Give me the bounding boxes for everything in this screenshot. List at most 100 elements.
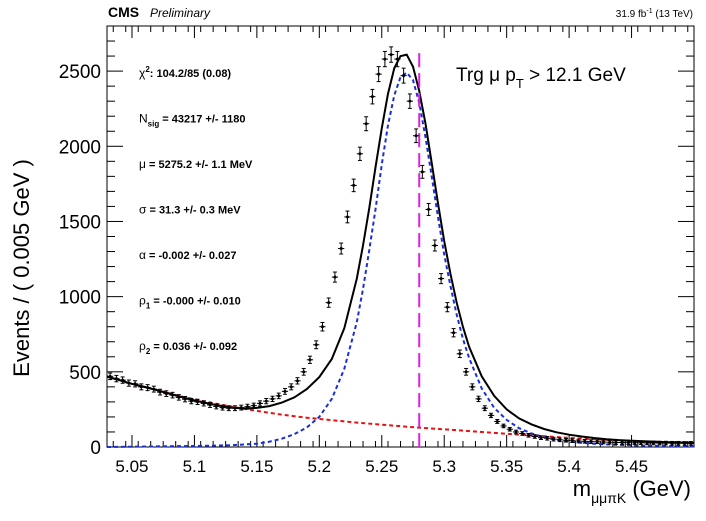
data-point bbox=[350, 178, 357, 193]
data-point bbox=[344, 210, 351, 224]
data-point bbox=[219, 404, 226, 411]
data-point bbox=[594, 439, 601, 445]
data-point bbox=[619, 440, 626, 445]
data-point bbox=[531, 434, 538, 439]
data-point bbox=[313, 340, 320, 350]
y-tick-label: 0 bbox=[90, 438, 101, 459]
data-point bbox=[107, 372, 114, 381]
data-point bbox=[656, 440, 663, 446]
data-point bbox=[175, 394, 182, 401]
data-point bbox=[288, 383, 295, 391]
data-point bbox=[600, 439, 607, 445]
data-point bbox=[606, 439, 613, 445]
data-point bbox=[556, 437, 563, 443]
data-point bbox=[587, 439, 595, 444]
data-point bbox=[263, 398, 270, 405]
data-point bbox=[419, 164, 426, 179]
data-point bbox=[119, 376, 126, 384]
fit-param-line: σ = 31.3 +/- 0.3 MeV bbox=[139, 203, 241, 217]
data-point bbox=[669, 440, 676, 446]
y-axis: 0 500 1000 1500 2000 2500 bbox=[59, 40, 694, 459]
data-point bbox=[281, 387, 289, 395]
data-point bbox=[462, 367, 470, 376]
fit-curves bbox=[106, 53, 695, 448]
data-point bbox=[113, 374, 120, 383]
status-label: Preliminary bbox=[150, 6, 211, 20]
data-point bbox=[525, 432, 532, 438]
data-point bbox=[612, 440, 620, 445]
x-tick-label: 5.45 bbox=[615, 457, 648, 476]
data-point bbox=[238, 404, 245, 411]
y-tick-label: 500 bbox=[69, 363, 101, 384]
data-point bbox=[294, 377, 301, 385]
data-point bbox=[394, 50, 401, 68]
data-point bbox=[506, 426, 513, 432]
data-point bbox=[456, 349, 463, 359]
data-point bbox=[637, 440, 645, 446]
x-tick-label: 5.1 bbox=[183, 457, 207, 476]
y-tick-label: 1500 bbox=[59, 212, 101, 233]
data-point bbox=[325, 297, 332, 308]
data-point bbox=[519, 431, 526, 436]
data-point bbox=[331, 271, 339, 283]
data-point bbox=[581, 438, 588, 444]
x-tick-label: 5.3 bbox=[432, 457, 456, 476]
data-point bbox=[363, 116, 370, 132]
data-point bbox=[537, 435, 545, 440]
data-point bbox=[275, 392, 282, 400]
data-point bbox=[475, 395, 482, 403]
data-point bbox=[256, 400, 264, 407]
data-point bbox=[406, 93, 413, 109]
data-point bbox=[144, 384, 151, 392]
data-point bbox=[375, 66, 382, 83]
data-point bbox=[250, 402, 257, 409]
data-point bbox=[300, 367, 307, 376]
x-tick-label: 5.4 bbox=[557, 457, 581, 476]
data-point bbox=[306, 355, 314, 364]
data-point bbox=[194, 398, 201, 405]
data-point bbox=[200, 400, 207, 407]
data-point bbox=[625, 440, 632, 445]
data-point bbox=[494, 418, 501, 424]
data-point bbox=[213, 403, 220, 410]
data-point bbox=[650, 440, 657, 446]
fit-param-line: χ2: 104.2/85 (0.08) bbox=[139, 65, 231, 80]
data-point bbox=[681, 441, 688, 446]
data-point bbox=[687, 441, 694, 446]
luminosity-label: 31.9 fb-1 (13 TeV) bbox=[616, 8, 693, 20]
data-point bbox=[125, 379, 132, 387]
fit-parameters: χ2: 104.2/85 (0.08) Nsig = 43217 +/- 1180… bbox=[139, 65, 253, 356]
y-tick-label: 1000 bbox=[59, 288, 101, 309]
data-point bbox=[181, 396, 189, 403]
signal-curve bbox=[106, 71, 695, 448]
x-tick-label: 5.2 bbox=[307, 457, 331, 476]
plot-frame bbox=[106, 25, 695, 448]
data-point bbox=[388, 46, 395, 63]
data-point bbox=[231, 405, 239, 412]
data-point bbox=[400, 67, 407, 84]
data-point bbox=[575, 438, 582, 444]
x-tick-label: 5.15 bbox=[240, 457, 273, 476]
x-tick-label: 5.05 bbox=[115, 457, 148, 476]
data-point bbox=[431, 239, 438, 252]
data-point bbox=[631, 440, 638, 446]
x-tick-label: 5.25 bbox=[365, 457, 398, 476]
data-points bbox=[107, 46, 694, 446]
data-point bbox=[412, 128, 420, 144]
data-point bbox=[450, 328, 457, 338]
y-tick-label: 2000 bbox=[59, 137, 101, 158]
y-axis-title: Events / ( 0.005 GeV ) bbox=[9, 159, 34, 377]
total-fit-curve bbox=[106, 53, 695, 444]
data-point bbox=[444, 302, 451, 313]
data-point bbox=[425, 202, 432, 216]
data-point bbox=[512, 429, 520, 435]
data-point bbox=[369, 88, 376, 105]
data-point bbox=[675, 440, 682, 446]
data-point bbox=[562, 437, 570, 443]
y-tick-label: 2500 bbox=[59, 62, 101, 83]
data-point bbox=[437, 273, 445, 285]
data-point bbox=[662, 440, 670, 446]
data-point bbox=[550, 436, 557, 442]
experiment-label: CMS bbox=[108, 4, 139, 20]
